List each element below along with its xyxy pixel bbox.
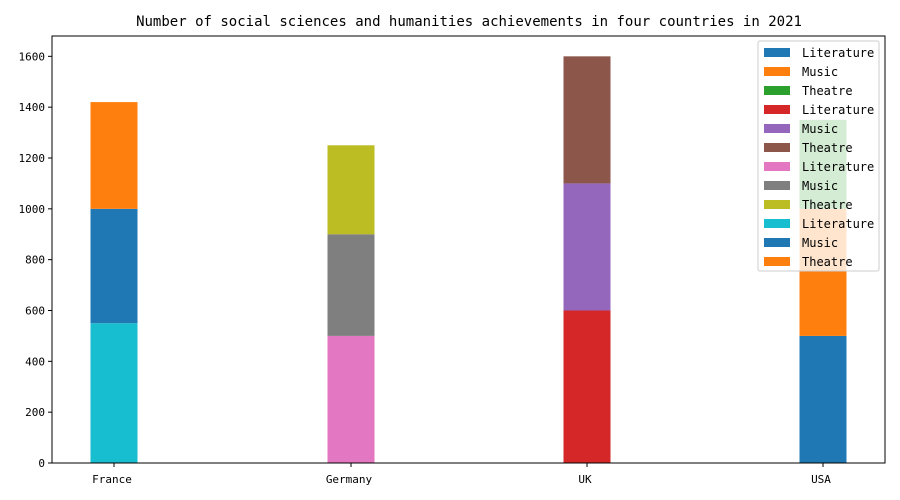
legend-label-theatre: Theatre (802, 198, 853, 212)
legend-label-music: Music (802, 236, 838, 250)
legend-swatch (764, 67, 790, 76)
y-tick-label: 800 (25, 254, 45, 267)
x-tick-label-france: France (92, 473, 132, 486)
legend-swatch (764, 48, 790, 57)
legend-label-theatre: Theatre (802, 255, 853, 269)
x-axis: France Germany UK USA (92, 463, 831, 486)
bar-segment-uk-theatre (563, 56, 611, 184)
y-tick-label: 200 (25, 406, 45, 419)
legend: Literature Music Theatre Literature Music The… (757, 40, 880, 272)
legend-swatch (764, 105, 790, 114)
y-tick-label: 1200 (19, 152, 46, 165)
legend-swatch (764, 200, 790, 209)
y-tick-label: 1000 (19, 203, 46, 216)
bars-group (90, 56, 847, 463)
legend-swatch (764, 257, 790, 266)
legend-label-literature: Literature (802, 217, 874, 231)
legend-label-theatre: Theatre (802, 141, 853, 155)
plot-frame (51, 35, 886, 464)
legend-swatch (764, 86, 790, 95)
bar-segment-germany-theatre (327, 145, 375, 235)
x-tick-label-germany: Germany (326, 473, 373, 486)
bar-segment-usa-literature (799, 335, 847, 463)
x-tick-label-usa: USA (811, 473, 831, 486)
bar-segment-germany-literature (327, 335, 375, 463)
bar-segment-germany-music (327, 234, 375, 336)
y-tick-label: 1400 (19, 101, 46, 114)
bar-segment-uk-literature (563, 310, 611, 463)
legend-swatch (764, 238, 790, 247)
x-tick-label-uk: UK (578, 473, 592, 486)
legend-swatch (764, 181, 790, 190)
y-tick-label: 1600 (19, 50, 46, 63)
legend-label-theatre: Theatre (802, 84, 853, 98)
chart-title: Number of social sciences and humanities… (136, 14, 802, 30)
bar-segment-france-literature (90, 323, 138, 463)
y-tick-label: 400 (25, 355, 45, 368)
y-axis: 0 200 400 600 800 1000 1200 1400 1600 (19, 50, 52, 470)
legend-swatch (764, 143, 790, 152)
legend-box (757, 40, 880, 272)
legend-swatch (764, 219, 790, 228)
legend-swatch (764, 162, 790, 171)
legend-label-literature: Literature (802, 46, 874, 60)
bar-segment-france-theatre (90, 102, 138, 209)
legend-label-music: Music (802, 122, 838, 136)
legend-label-literature: Literature (802, 160, 874, 174)
legend-label-music: Music (802, 65, 838, 79)
legend-label-literature: Literature (802, 103, 874, 117)
bar-segment-france-music (90, 208, 138, 324)
y-tick-label: 0 (38, 457, 45, 470)
y-tick-label: 600 (25, 305, 45, 318)
bar-segment-uk-music (563, 183, 611, 311)
legend-label-music: Music (802, 179, 838, 193)
legend-swatch (764, 124, 790, 133)
